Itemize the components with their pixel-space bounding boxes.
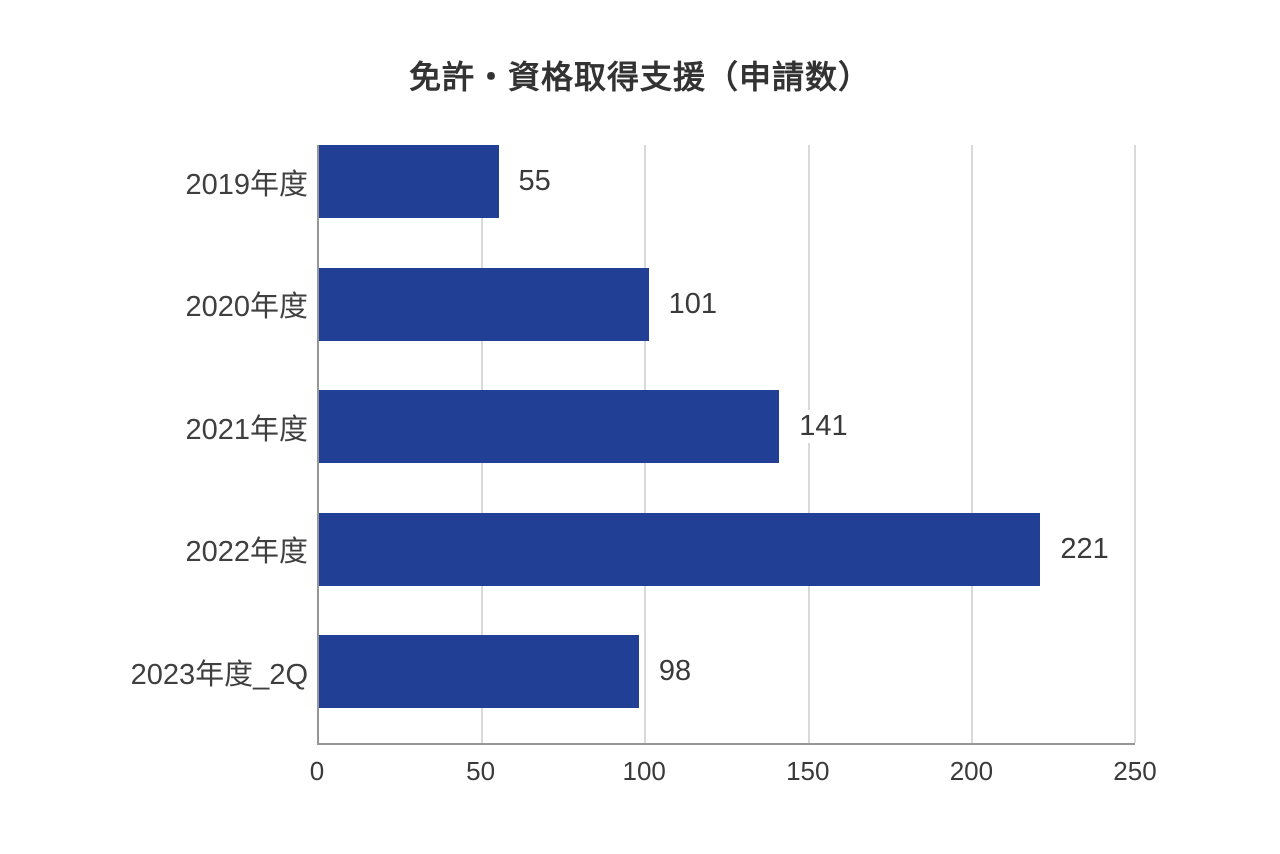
- category-label: 2021年度: [185, 413, 308, 446]
- category-label: 2022年度: [185, 536, 308, 568]
- bar-row: 2023年度_2Q 98: [131, 635, 1135, 708]
- bar: [319, 145, 499, 218]
- plot-area: 2019年度 55 2020年度 101 2021年度 141 2022年度 221 2023年…: [131, 145, 1136, 745]
- bar: [319, 267, 649, 341]
- value-label: 55: [515, 165, 554, 198]
- x-tick-label: 250: [1113, 756, 1157, 786]
- gridline: [1134, 145, 1136, 743]
- gridline: [807, 145, 810, 743]
- bar-row: 2021年度 141: [185, 390, 1135, 463]
- bar-row: 2020年度 101: [185, 267, 1135, 341]
- x-tick-label: 50: [466, 756, 496, 786]
- category-label: 2020年度: [185, 291, 308, 323]
- x-tick-label: 100: [622, 756, 666, 786]
- chart-title: 免許・資格取得支援（申請数）: [408, 59, 871, 95]
- category-label: 2019年度: [185, 168, 308, 201]
- value-label: 101: [665, 287, 721, 321]
- value-label: 221: [1057, 532, 1112, 566]
- category-label: 2023年度_2Q: [130, 658, 308, 691]
- bar-row: 2022年度 221: [185, 512, 1135, 586]
- x-tick-label: 200: [949, 756, 994, 786]
- value-label: 98: [655, 655, 695, 688]
- bar: [319, 635, 639, 708]
- x-tick-label: 150: [786, 756, 830, 786]
- value-label: 141: [796, 410, 851, 443]
- gridline: [970, 145, 973, 743]
- bar: [319, 512, 1041, 586]
- bar: [319, 390, 780, 463]
- bar-row: 2019年度 55: [185, 145, 1135, 218]
- x-tick-label: 0: [309, 756, 325, 786]
